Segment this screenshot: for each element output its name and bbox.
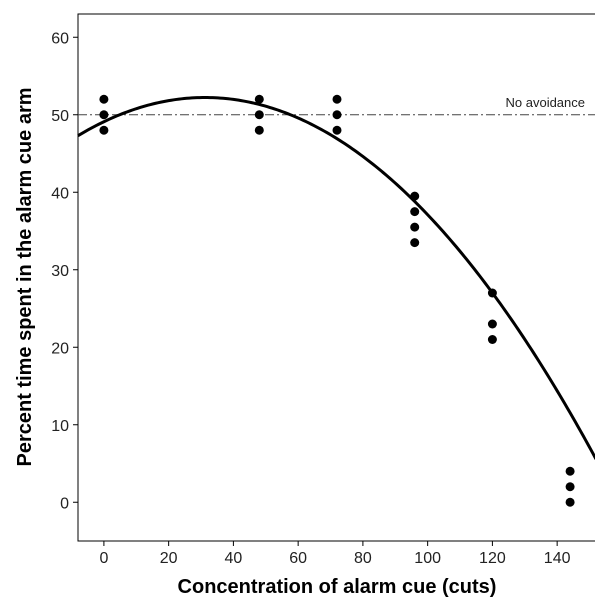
y-tick-label: 40 [51,185,69,202]
data-point [254,110,264,120]
y-tick-label: 50 [51,108,69,125]
data-point [99,125,109,135]
data-point [254,94,264,104]
data-point [565,497,575,507]
reference-line-label: No avoidance [506,95,586,110]
x-tick-label: 0 [99,550,108,567]
data-point [565,482,575,492]
data-point [99,110,109,120]
x-tick-label: 20 [160,550,178,567]
y-tick-label: 60 [51,30,69,47]
data-point [332,110,342,120]
data-point [332,125,342,135]
data-point [565,466,575,476]
fit-curve-group [77,96,595,460]
data-point [487,335,497,344]
x-axis-title: Concentration of alarm cue (cuts) [178,576,497,598]
data-point [487,319,497,329]
data-point [410,207,420,217]
data-points [99,94,575,507]
x-tick-label: 140 [544,550,571,567]
axis-ticks: 0 20 40 60 80 100 120 140 0 10 20 30 40 50 60 [51,30,570,567]
x-tick-label: 80 [354,550,372,567]
x-tick-label: 60 [289,550,307,567]
x-tick-label: 100 [414,550,441,567]
data-point [487,288,497,298]
data-point [254,125,264,135]
y-tick-label: 30 [51,263,69,280]
plot-area [77,13,595,542]
data-point [410,191,420,201]
y-tick-label: 20 [51,340,69,357]
data-point [332,94,342,104]
x-tick-label: 120 [479,550,506,567]
y-tick-label: 10 [51,418,69,435]
data-point [99,94,109,104]
fit-curve [77,96,595,460]
x-tick-label: 40 [225,550,243,567]
data-point [410,222,420,232]
y-tick-label: 0 [60,495,69,512]
data-point [410,238,420,248]
y-axis-title: Percent time spent in the alarm cue arm [14,87,36,466]
